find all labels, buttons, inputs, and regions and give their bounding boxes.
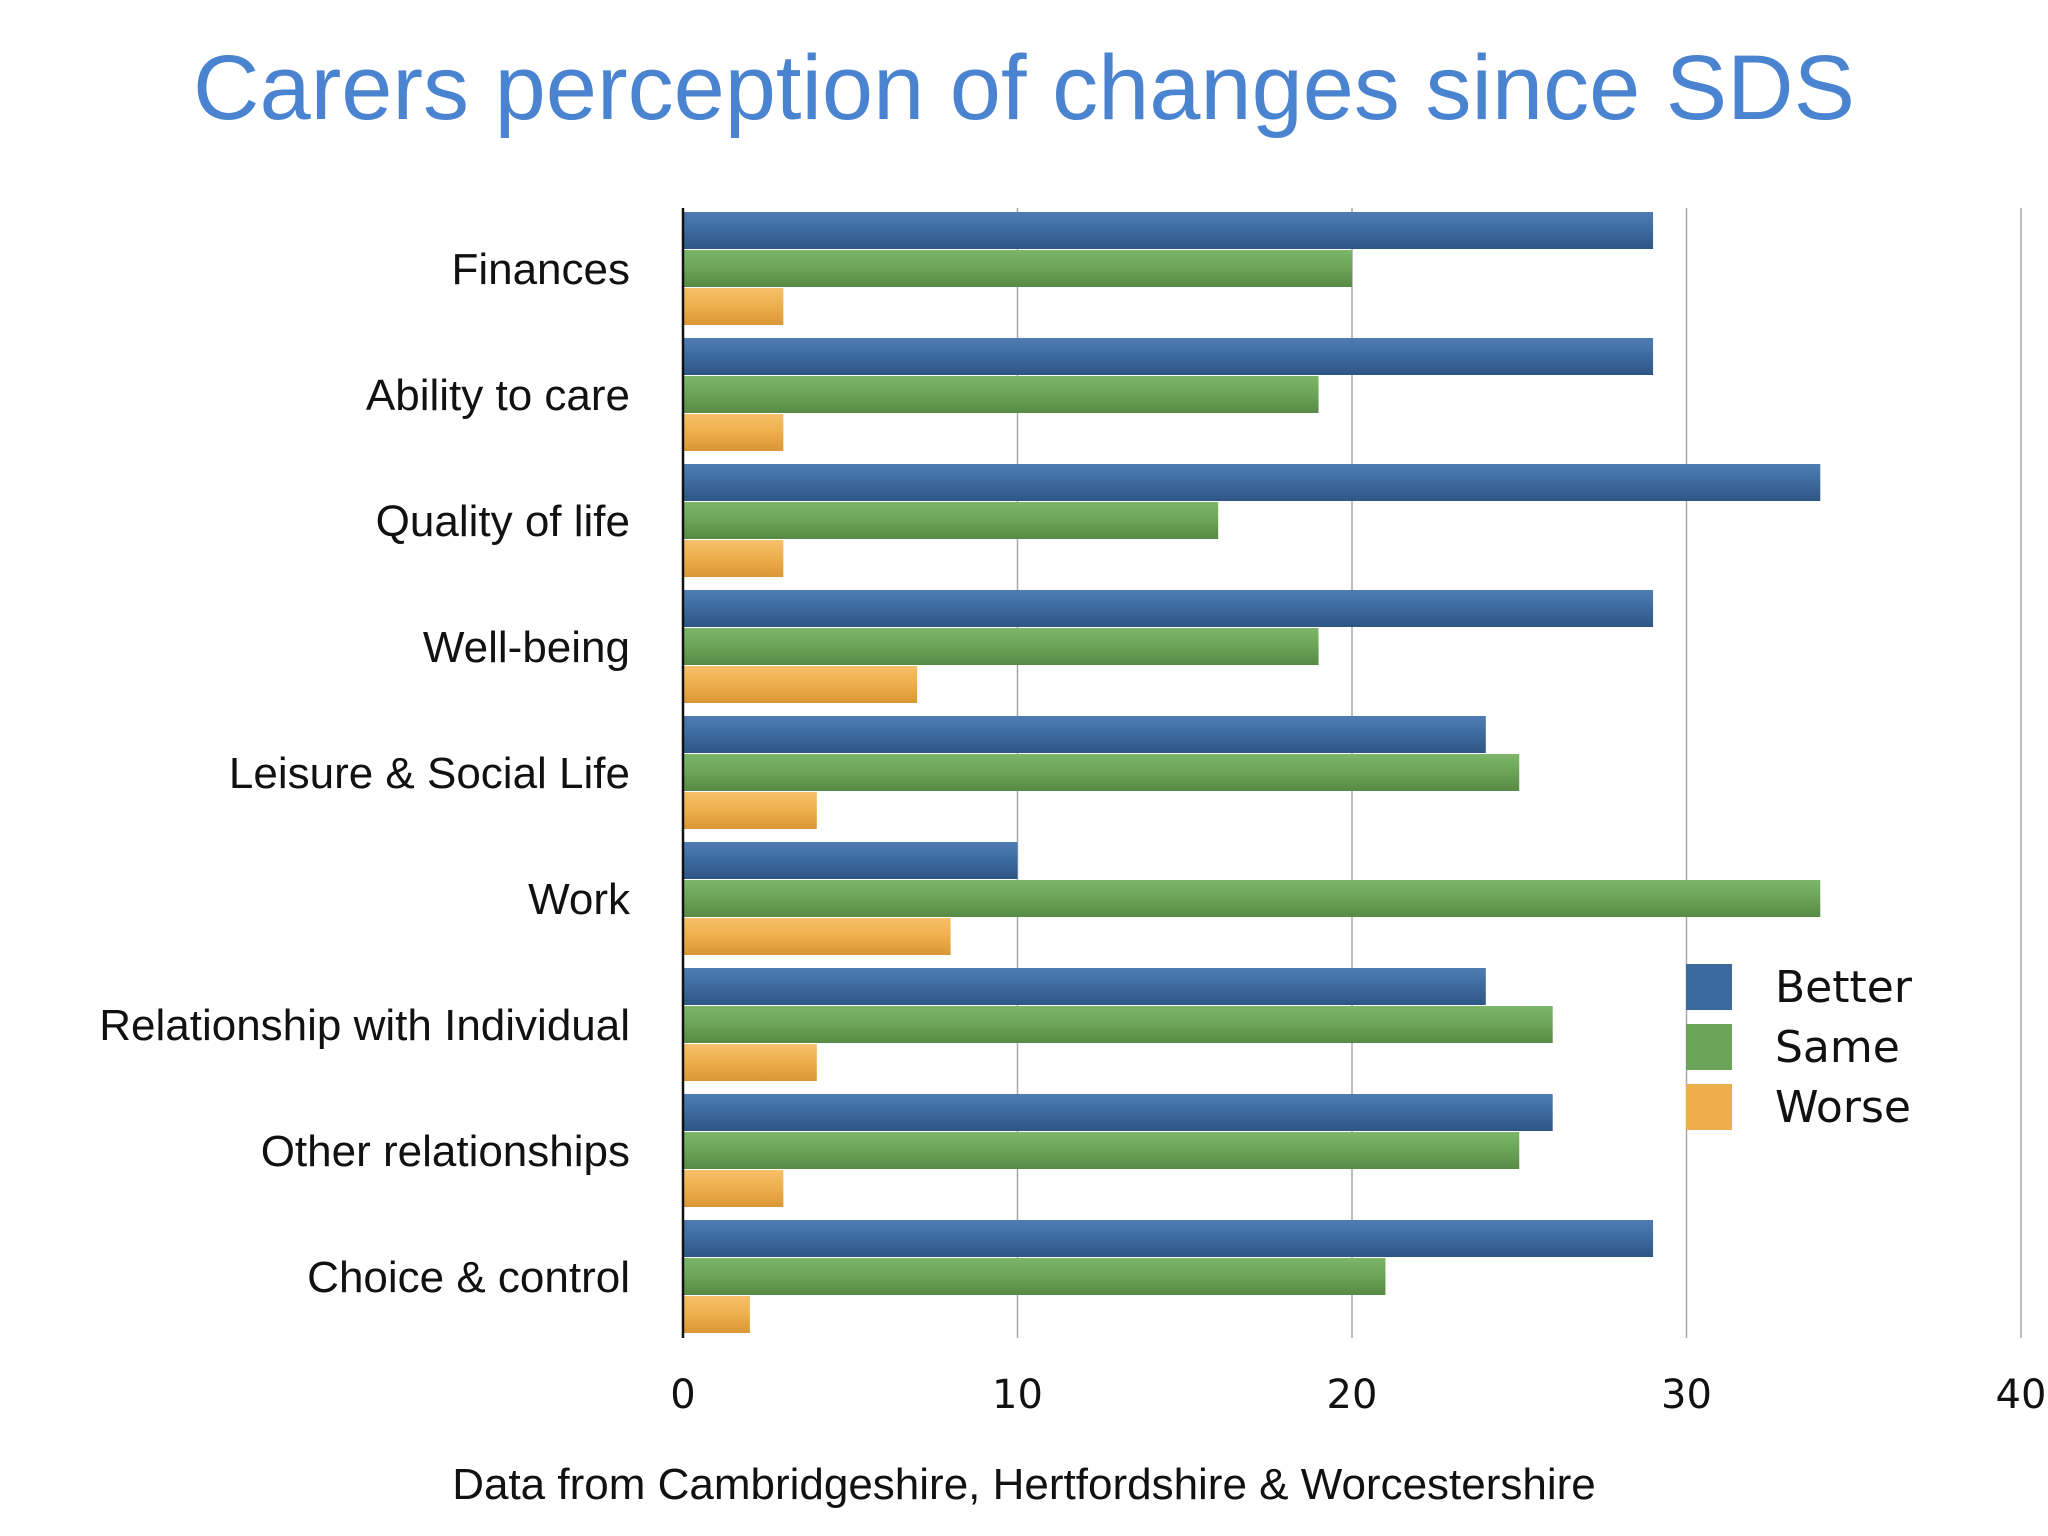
bar-better (683, 842, 1018, 879)
x-tick-labels: 0 10 20 30 40 (670, 1372, 2046, 1418)
bar-same (683, 754, 1520, 791)
bar-worse (683, 666, 918, 703)
bar-worse (683, 288, 784, 325)
bar-same (683, 628, 1319, 665)
bar-worse (683, 540, 784, 577)
bar-same (683, 250, 1352, 287)
legend-swatch-worse (1686, 1084, 1732, 1130)
data-source-note: Data from Cambridgeshire, Hertfordshire … (452, 1460, 1596, 1509)
legend-swatch-same (1686, 1024, 1732, 1070)
bar-worse (683, 1044, 817, 1081)
x-tick-label: 0 (670, 1372, 695, 1418)
bar-same (683, 502, 1219, 539)
category-label: Quality of life (376, 497, 630, 546)
x-tick-label: 10 (992, 1372, 1043, 1418)
bar-worse (683, 414, 784, 451)
category-label: Finances (451, 245, 630, 294)
bar-better (683, 590, 1654, 627)
category-label: Well-being (423, 623, 630, 672)
bar-better (683, 968, 1486, 1005)
category-label: Relationship with Individual (99, 1001, 630, 1050)
bar-worse (683, 918, 951, 955)
chart-title: Carers perception of changes since SDS (193, 37, 1855, 139)
category-label: Work (528, 875, 631, 924)
legend-label-same: Same (1775, 1022, 1900, 1073)
legend-label-worse: Worse (1775, 1082, 1911, 1133)
category-labels: Finances Ability to care Quality of life We… (99, 245, 631, 1302)
bar-worse (683, 1170, 784, 1207)
bar-better (683, 716, 1486, 753)
bar-better (683, 464, 1821, 501)
category-label: Leisure & Social Life (229, 749, 630, 798)
category-label: Other relationships (261, 1127, 630, 1176)
bar-same (683, 1258, 1386, 1295)
legend: Better Same Worse (1686, 962, 1913, 1133)
bar-same (683, 880, 1821, 917)
bar-same (683, 1132, 1520, 1169)
bar-better (683, 1094, 1553, 1131)
legend-label-better: Better (1775, 962, 1913, 1013)
bar-better (683, 338, 1654, 375)
bar-worse (683, 1296, 750, 1333)
bar-same (683, 376, 1319, 413)
x-tick-label: 20 (1327, 1372, 1378, 1418)
bars (683, 212, 1821, 1333)
bar-worse (683, 792, 817, 829)
legend-swatch-better (1686, 964, 1732, 1010)
bar-same (683, 1006, 1553, 1043)
bar-better (683, 212, 1654, 249)
category-label: Choice & control (307, 1253, 630, 1302)
category-label: Ability to care (366, 371, 630, 420)
x-tick-label: 40 (1996, 1372, 2047, 1418)
x-tick-label: 30 (1661, 1372, 1712, 1418)
bar-better (683, 1220, 1654, 1257)
